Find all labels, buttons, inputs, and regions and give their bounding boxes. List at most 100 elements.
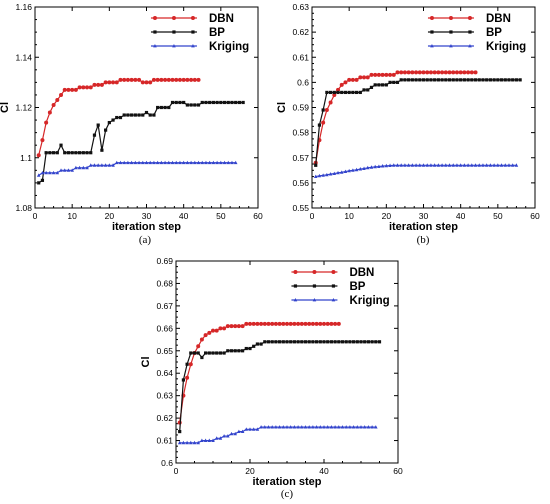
data-point [51,102,56,107]
data-point [315,340,319,344]
y-tick-label: 0.65 [156,346,173,356]
data-point [414,78,418,82]
data-point [141,113,145,117]
data-point [73,87,78,92]
data-point [451,163,456,167]
legend-marker [448,16,453,20]
data-point [107,80,112,85]
data-point [503,163,508,167]
data-point [92,133,97,137]
data-point [384,72,389,77]
legend-marker [191,30,195,34]
data-point [447,70,452,75]
legend-label: BP [209,27,225,39]
data-point [321,108,325,112]
data-point [107,163,112,167]
data-point [355,425,360,429]
data-point [429,78,433,82]
data-point [281,321,286,326]
data-point [59,143,63,147]
data-point [181,77,186,82]
data-point [55,97,60,102]
data-point [111,163,115,167]
data-point [51,151,56,155]
data-point [388,80,392,84]
data-point [377,340,382,344]
data-point [339,82,344,87]
legend-label: Kriging [209,41,249,53]
data-point [336,321,341,326]
data-point [133,160,138,165]
data-point [155,77,160,82]
data-point [163,105,167,110]
data-point [118,115,123,120]
data-point [332,90,336,95]
data-point [373,72,378,77]
data-point [292,340,296,344]
data-point [296,340,300,344]
y-tick-label: 0.61 [156,436,173,446]
data-point [219,160,223,165]
data-point [230,160,234,165]
data-point [324,108,329,113]
data-point [373,83,377,87]
data-point [370,425,374,429]
legend: DBN BP Kriging [427,13,526,53]
data-point [377,164,381,168]
data-point [137,160,141,165]
data-point [215,351,219,355]
data-point [70,87,75,92]
data-point [355,90,359,95]
legend-marker [171,16,176,20]
legend: DBN BP Kriging [150,13,249,53]
data-point [300,425,304,429]
data-point [407,78,411,82]
data-point [447,163,452,167]
data-point [421,70,426,75]
data-point [51,170,56,175]
data-point [365,75,370,80]
data-point [166,77,171,82]
data-point [406,163,411,167]
y-tick-label: 0.6 [297,77,309,87]
data-point [277,425,282,429]
data-point [414,70,419,75]
data-point [436,78,440,82]
data-point [274,340,278,344]
data-point [163,77,168,82]
data-point [343,80,348,85]
data-point [100,148,104,152]
legend-label: DBN [349,267,374,279]
data-point [103,80,108,85]
data-point [103,163,108,167]
data-point [129,77,134,82]
data-point [310,321,315,326]
data-point [174,77,179,82]
data-point [325,425,330,429]
data-point [196,351,200,355]
y-tick-label: 0.6 [161,458,173,468]
data-point [167,105,171,110]
data-point [248,346,252,351]
data-point [418,78,422,82]
data-point [466,163,470,167]
y-tick-label: 0.64 [156,368,173,378]
data-point [122,77,127,82]
data-point [343,169,348,173]
data-point [122,160,126,165]
data-point [226,434,230,438]
legend-label: DBN [486,13,511,25]
data-point [303,321,308,326]
data-point [369,85,374,89]
data-point [358,90,362,95]
data-point [263,425,267,429]
data-point [200,160,205,165]
data-point [343,90,348,95]
data-point [144,80,149,85]
data-point [177,440,182,445]
y-tick-label: 1.1 [20,153,32,163]
series-dbn [177,321,341,425]
y-tick-label: 0.67 [156,301,173,311]
data-point [433,78,437,82]
data-point [329,340,333,344]
